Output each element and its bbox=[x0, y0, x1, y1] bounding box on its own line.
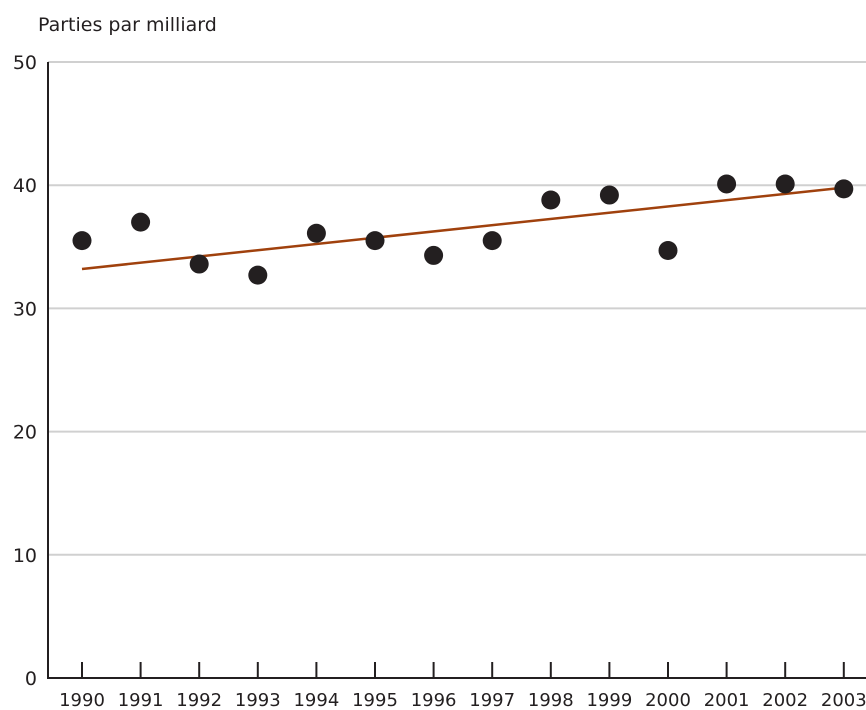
data-point-2002 bbox=[775, 174, 795, 194]
data-point-1993 bbox=[248, 265, 268, 285]
y-tick-label: 20 bbox=[13, 422, 37, 444]
x-tick-labels: 1990 1991 1992 1993 1994 1995 1996 1997 1998 1999… bbox=[59, 690, 866, 710]
data-point-1991 bbox=[131, 212, 151, 232]
x-tick-label: 2001 bbox=[704, 690, 750, 710]
data-point-2003 bbox=[834, 179, 854, 199]
data-points bbox=[72, 174, 854, 285]
y-tick-labels: 0 10 20 30 40 50 bbox=[13, 52, 37, 690]
y-tick-label: 30 bbox=[13, 298, 37, 320]
data-point-1992 bbox=[189, 254, 209, 274]
y-axis-unit-label: Parties par milliard bbox=[38, 14, 217, 36]
data-point-1999 bbox=[599, 185, 619, 205]
x-tick-label: 1993 bbox=[235, 690, 281, 710]
x-tick-label: 1997 bbox=[469, 690, 515, 710]
x-tick-label: 2002 bbox=[762, 690, 808, 710]
x-tick-label: 1995 bbox=[352, 690, 398, 710]
x-tick-label: 2000 bbox=[645, 690, 691, 710]
x-tick-label: 1992 bbox=[176, 690, 222, 710]
data-point-1994 bbox=[306, 223, 326, 243]
axes bbox=[47, 62, 866, 679]
data-point-1995 bbox=[365, 231, 385, 251]
x-tick-label: 1999 bbox=[586, 690, 632, 710]
y-tick-label: 40 bbox=[13, 175, 37, 197]
data-point-1990 bbox=[72, 231, 92, 251]
y-tick-label: 0 bbox=[25, 668, 37, 690]
x-tick-label: 2003 bbox=[821, 690, 866, 710]
data-point-2000 bbox=[658, 240, 678, 260]
grid-lines bbox=[48, 61, 866, 556]
x-tick-label: 1998 bbox=[528, 690, 574, 710]
trend-line bbox=[81, 186, 844, 271]
x-tick-label: 1994 bbox=[293, 690, 339, 710]
data-point-1998 bbox=[541, 190, 561, 210]
trend-line-group bbox=[81, 186, 844, 271]
y-tick-label: 10 bbox=[13, 545, 37, 567]
data-point-1997 bbox=[482, 231, 502, 251]
data-point-2001 bbox=[717, 174, 737, 194]
x-tick-label: 1990 bbox=[59, 690, 105, 710]
data-point-1996 bbox=[424, 245, 444, 265]
x-tick-label: 1996 bbox=[411, 690, 457, 710]
x-tick-label: 1991 bbox=[118, 690, 164, 710]
y-tick-label: 50 bbox=[13, 52, 37, 74]
